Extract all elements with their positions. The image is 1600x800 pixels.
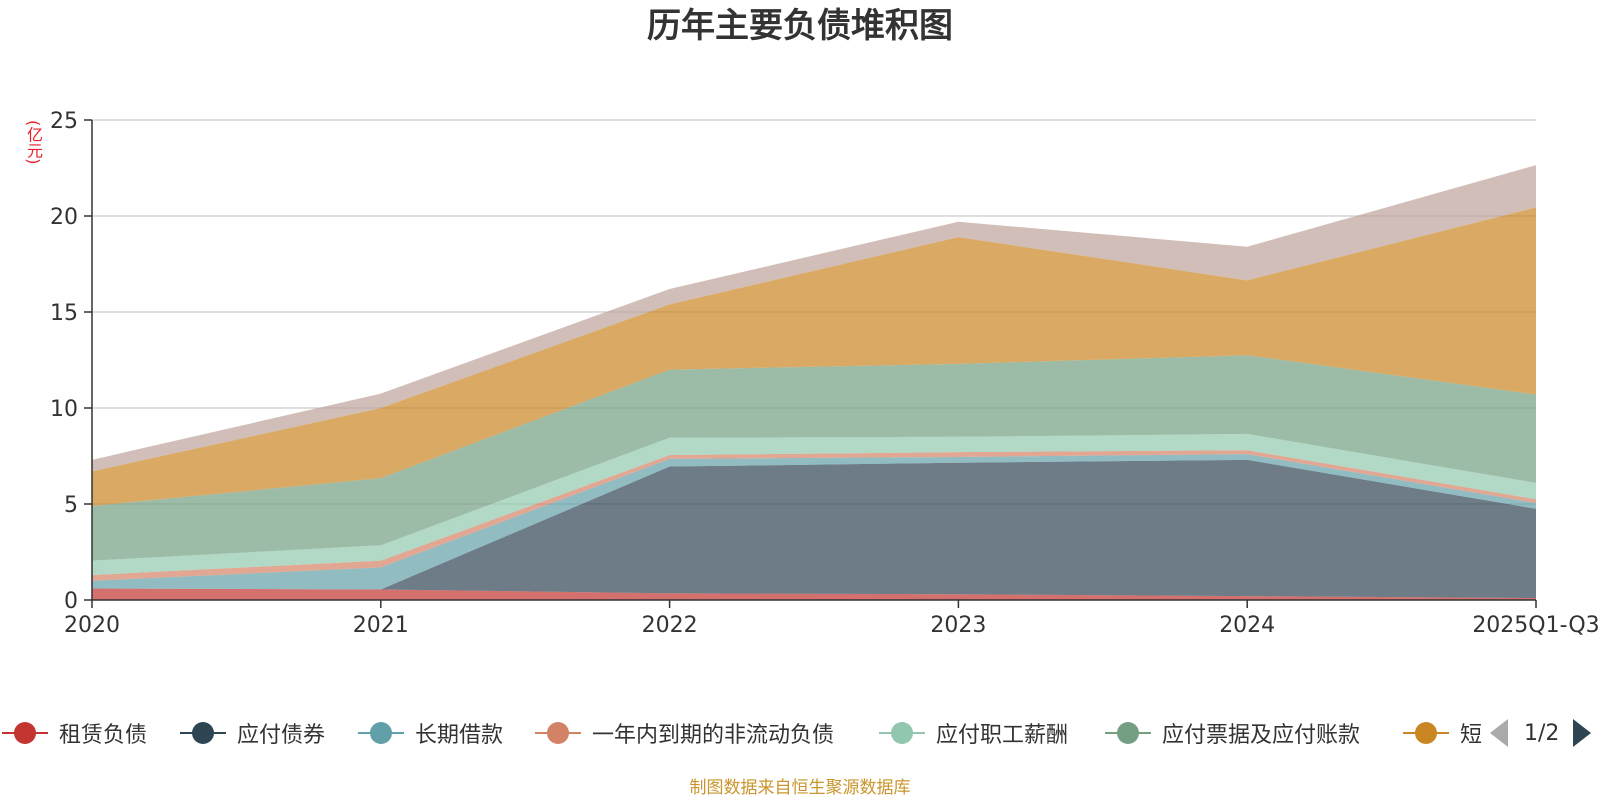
y-tick-label-0: 0 (64, 589, 78, 614)
x-tick-label-3: 2023 (930, 613, 986, 638)
legend-marker-icon (1401, 713, 1451, 753)
y-tick-label-25: 25 (50, 109, 78, 134)
legend-marker-icon (533, 713, 583, 753)
area-series-6 (92, 207, 1536, 506)
area-series-7 (92, 165, 1536, 472)
legend-item[interactable]: 应付票据及应付账款 (1103, 713, 1360, 753)
x-tick-label-0: 2020 (64, 613, 120, 638)
legend-label: 应付票据及应付账款 (1162, 723, 1361, 748)
legend-label: 长期借款 (415, 723, 504, 748)
y-tick-label-5: 5 (64, 493, 78, 518)
area-series-2 (92, 454, 1536, 590)
legend-item[interactable]: 一年内到期的非流动负债 (533, 713, 834, 753)
legend-label: 短 (1460, 723, 1483, 748)
area-series-5 (92, 355, 1536, 561)
y-tick-label-15: 15 (50, 301, 78, 326)
legend-marker-icon (356, 713, 406, 753)
area-series-0 (92, 588, 1536, 600)
legend-item[interactable]: 长期借款 (356, 713, 503, 753)
area-series-4 (92, 433, 1536, 576)
legend-label: 应付债券 (237, 723, 326, 748)
legend-item[interactable]: 短 (1401, 713, 1482, 753)
data-source-note: 制图数据来自恒生聚源数据库 (689, 778, 911, 798)
legend: 租赁负债 应付债券 长期借款 一年内到期的非流动负债 应付职工薪酬 应付票据及应付账款 短 (0, 713, 1600, 753)
y-axis-unit: (亿元) (24, 120, 43, 165)
legend-marker-icon (1103, 713, 1153, 753)
legend-item[interactable]: 应付债券 (178, 713, 325, 753)
legend-next-page-icon[interactable] (1573, 719, 1592, 747)
legend-marker-icon (178, 713, 228, 753)
x-tick-label-2: 2022 (642, 613, 698, 638)
chart-title: 历年主要负债堆积图 (647, 6, 953, 46)
x-tick-label-1: 2021 (353, 613, 409, 638)
legend-item[interactable]: 租赁负债 (0, 713, 147, 753)
x-tick-label-4: 2024 (1219, 613, 1275, 638)
legend-label: 一年内到期的非流动负债 (592, 723, 835, 748)
legend-marker-icon (0, 713, 50, 753)
legend-label: 租赁负债 (59, 723, 148, 748)
y-tick-label-10: 10 (50, 397, 78, 422)
legend-marker-icon (877, 713, 927, 753)
legend-label: 应付职工薪酬 (936, 723, 1069, 748)
y-tick-label-20: 20 (50, 205, 78, 230)
legend-page-indicator: 1/2 (1524, 720, 1560, 746)
legend-item[interactable]: 应付职工薪酬 (877, 713, 1068, 753)
area-series-1 (92, 459, 1536, 599)
x-tick-label-5: 2025Q1-Q3 (1472, 613, 1599, 638)
legend-prev-page-icon[interactable] (1490, 719, 1508, 747)
legend-pager: 1/2 (1490, 713, 1592, 753)
